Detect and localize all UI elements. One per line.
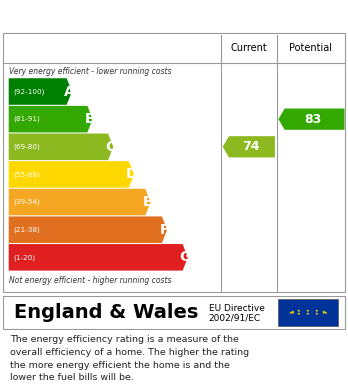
Text: C: C [105,140,116,154]
Polygon shape [9,189,151,215]
Text: B: B [85,112,95,126]
Text: ★: ★ [322,310,325,314]
Polygon shape [9,78,72,105]
Text: ★: ★ [291,311,294,316]
Text: D: D [126,167,137,181]
Text: (39-54): (39-54) [13,199,40,205]
Polygon shape [278,109,345,130]
Text: (69-80): (69-80) [13,143,40,150]
Text: 83: 83 [305,113,322,126]
Text: ★: ★ [315,309,319,313]
Text: 2002/91/EC: 2002/91/EC [209,313,261,322]
Text: ★: ★ [288,310,292,314]
Text: ★: ★ [306,309,310,313]
Polygon shape [223,136,275,158]
Polygon shape [9,106,93,133]
Text: Energy Efficiency Rating: Energy Efficiency Rating [9,7,219,23]
Text: ★: ★ [291,310,294,314]
Text: (1-20): (1-20) [13,254,35,260]
Text: ★: ★ [324,310,327,314]
Text: ★: ★ [297,312,301,316]
Text: England & Wales: England & Wales [14,303,198,322]
Polygon shape [9,161,134,188]
Polygon shape [9,133,113,160]
Text: ★: ★ [315,312,319,316]
Text: ★: ★ [306,312,310,316]
Text: ★: ★ [322,311,325,316]
Bar [278,299,338,326]
Text: Potential: Potential [289,43,332,53]
Text: The energy efficiency rating is a measure of the
overall efficiency of a home. T: The energy efficiency rating is a measur… [10,335,250,382]
Text: ★: ★ [297,309,301,313]
Text: (81-91): (81-91) [13,116,40,122]
Text: F: F [160,223,169,237]
Text: A: A [64,84,75,99]
Text: (21-38): (21-38) [13,226,40,233]
Text: EU Directive: EU Directive [209,304,265,313]
Text: Current: Current [230,43,267,53]
Text: G: G [180,250,191,264]
Text: E: E [143,195,153,209]
Text: Not energy efficient - higher running costs: Not energy efficient - higher running co… [9,276,171,285]
Text: Very energy efficient - lower running costs: Very energy efficient - lower running co… [9,66,171,75]
Polygon shape [9,244,188,271]
Polygon shape [9,216,167,243]
Text: (55-68): (55-68) [13,171,40,178]
Text: (92-100): (92-100) [13,88,44,95]
Text: 74: 74 [242,140,260,153]
